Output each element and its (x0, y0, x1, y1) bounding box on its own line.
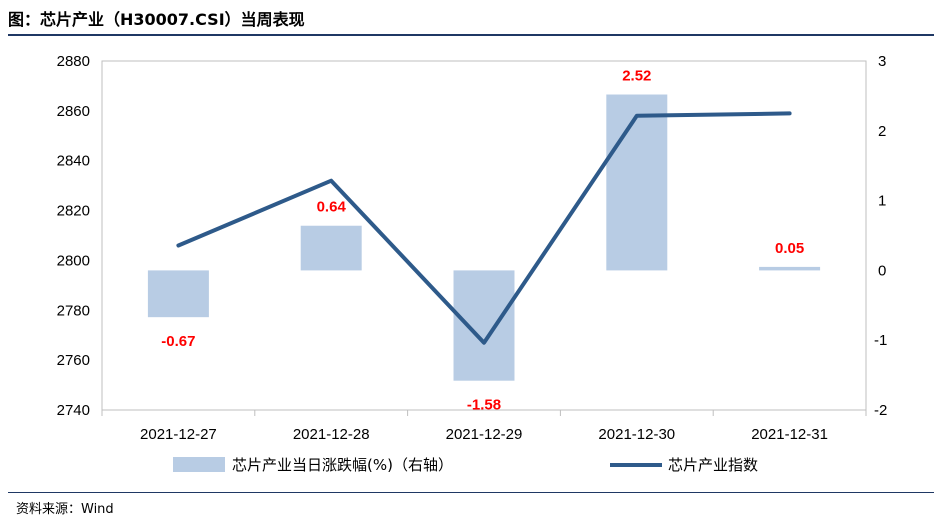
right-tick-label: -1 (874, 332, 887, 349)
x-tick-label: 2021-12-28 (293, 426, 370, 443)
bottom-rule (8, 492, 934, 493)
bar (759, 266, 821, 271)
line-series (176, 111, 792, 345)
x-tick-label: 2021-12-29 (446, 426, 523, 443)
right-tick-label: -2 (874, 402, 887, 419)
source-note: 资料来源：Wind (16, 502, 114, 517)
bar (606, 94, 668, 271)
index-line (176, 111, 792, 345)
left-tick-label: 2860 (57, 103, 90, 120)
data-label: -0.67 (161, 333, 195, 350)
right-axis: -2 -1 0 1 2 3 (874, 53, 887, 419)
left-tick-label: 2880 (57, 53, 90, 70)
x-tick-label: 2021-12-30 (598, 426, 675, 443)
legend-line-label: 芯片产业指数 (668, 456, 758, 474)
right-tick-label: 0 (878, 262, 886, 279)
bar (453, 270, 515, 381)
legend-bar-label: 芯片产业当日涨跌幅(%)（右轴） (232, 456, 453, 474)
left-tick-label: 2800 (57, 252, 90, 269)
plot-border (101, 60, 867, 411)
right-tick-label: 3 (878, 53, 886, 70)
left-tick-label: 2780 (57, 302, 90, 319)
x-axis: 2021-12-27 2021-12-28 2021-12-29 2021-12-30… (140, 426, 828, 443)
plot-frame (101, 60, 867, 416)
bar-series (147, 94, 821, 381)
right-tick-label: 1 (878, 193, 886, 210)
chart-title: 图：芯片产业（H30007.CSI）当周表现 (8, 10, 305, 29)
left-tick-label: 2760 (57, 352, 90, 369)
legend: 芯片产业当日涨跌幅(%)（右轴） 芯片产业指数 (173, 456, 758, 474)
legend-bar-swatch (173, 457, 225, 472)
left-tick-label: 2740 (57, 402, 90, 419)
data-label: -1.58 (467, 397, 501, 414)
left-tick-label: 2840 (57, 153, 90, 170)
data-label: 2.52 (622, 68, 651, 85)
bar (147, 270, 209, 318)
x-tick-label: 2021-12-27 (140, 426, 217, 443)
top-rule (8, 34, 934, 36)
right-tick-label: 2 (878, 123, 886, 140)
data-label: 0.05 (775, 240, 804, 257)
x-tick-label: 2021-12-31 (751, 426, 828, 443)
data-label: 0.64 (317, 199, 347, 216)
left-axis: 2740 2760 2780 2800 2820 2840 2860 2880 (57, 53, 90, 419)
bar (300, 225, 362, 271)
left-tick-label: 2820 (57, 203, 90, 220)
data-labels: -0.67 0.64 -1.58 2.52 0.05 (161, 68, 804, 414)
